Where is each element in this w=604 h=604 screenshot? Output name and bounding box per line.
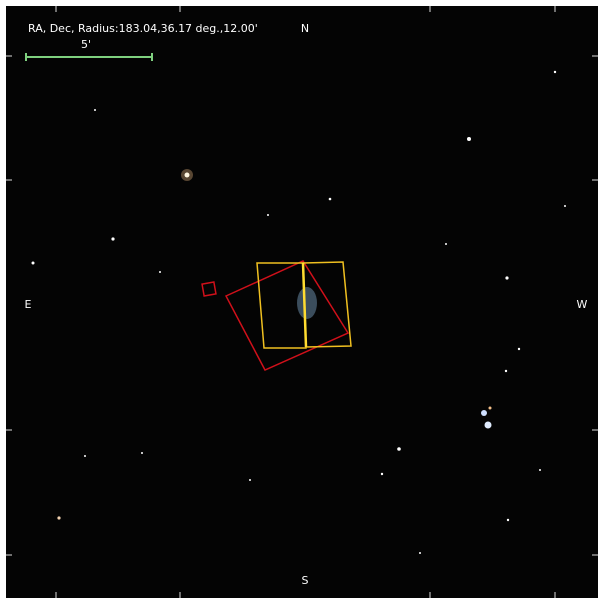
overlays — [201, 260, 352, 371]
scale-label: 5' — [81, 38, 91, 51]
stars — [31, 70, 566, 602]
compass-south: S — [302, 574, 309, 587]
sky-image — [6, 6, 598, 598]
compass-west: W — [577, 298, 588, 311]
compass-east: E — [25, 298, 32, 311]
compass-north: N — [301, 22, 309, 35]
frame-ticks — [6, 6, 598, 598]
header-title: RA, Dec, Radius:183.04,36.17 deg.,12.00' — [28, 22, 258, 35]
